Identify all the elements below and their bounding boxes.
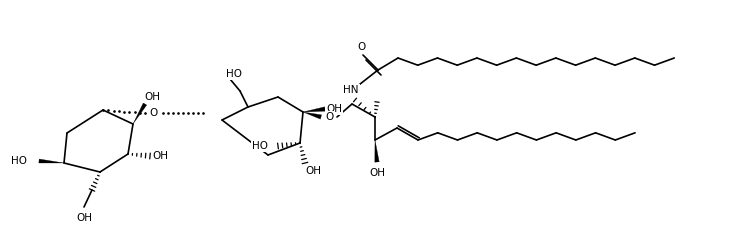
Polygon shape — [133, 103, 146, 124]
Polygon shape — [303, 112, 322, 119]
Text: HO: HO — [226, 69, 242, 79]
Text: OH: OH — [76, 213, 92, 223]
Text: O: O — [357, 42, 365, 52]
Text: OH: OH — [152, 151, 168, 161]
Text: OH: OH — [144, 92, 160, 102]
Polygon shape — [39, 159, 64, 163]
Text: OH: OH — [305, 166, 321, 176]
Text: O: O — [150, 108, 158, 118]
Text: HO: HO — [11, 156, 27, 166]
Polygon shape — [303, 107, 325, 112]
Text: OH: OH — [326, 104, 342, 114]
Text: OH: OH — [369, 168, 385, 178]
Polygon shape — [374, 140, 379, 162]
Text: HN: HN — [343, 85, 359, 95]
Text: O: O — [326, 112, 334, 122]
Text: HO: HO — [252, 141, 268, 151]
